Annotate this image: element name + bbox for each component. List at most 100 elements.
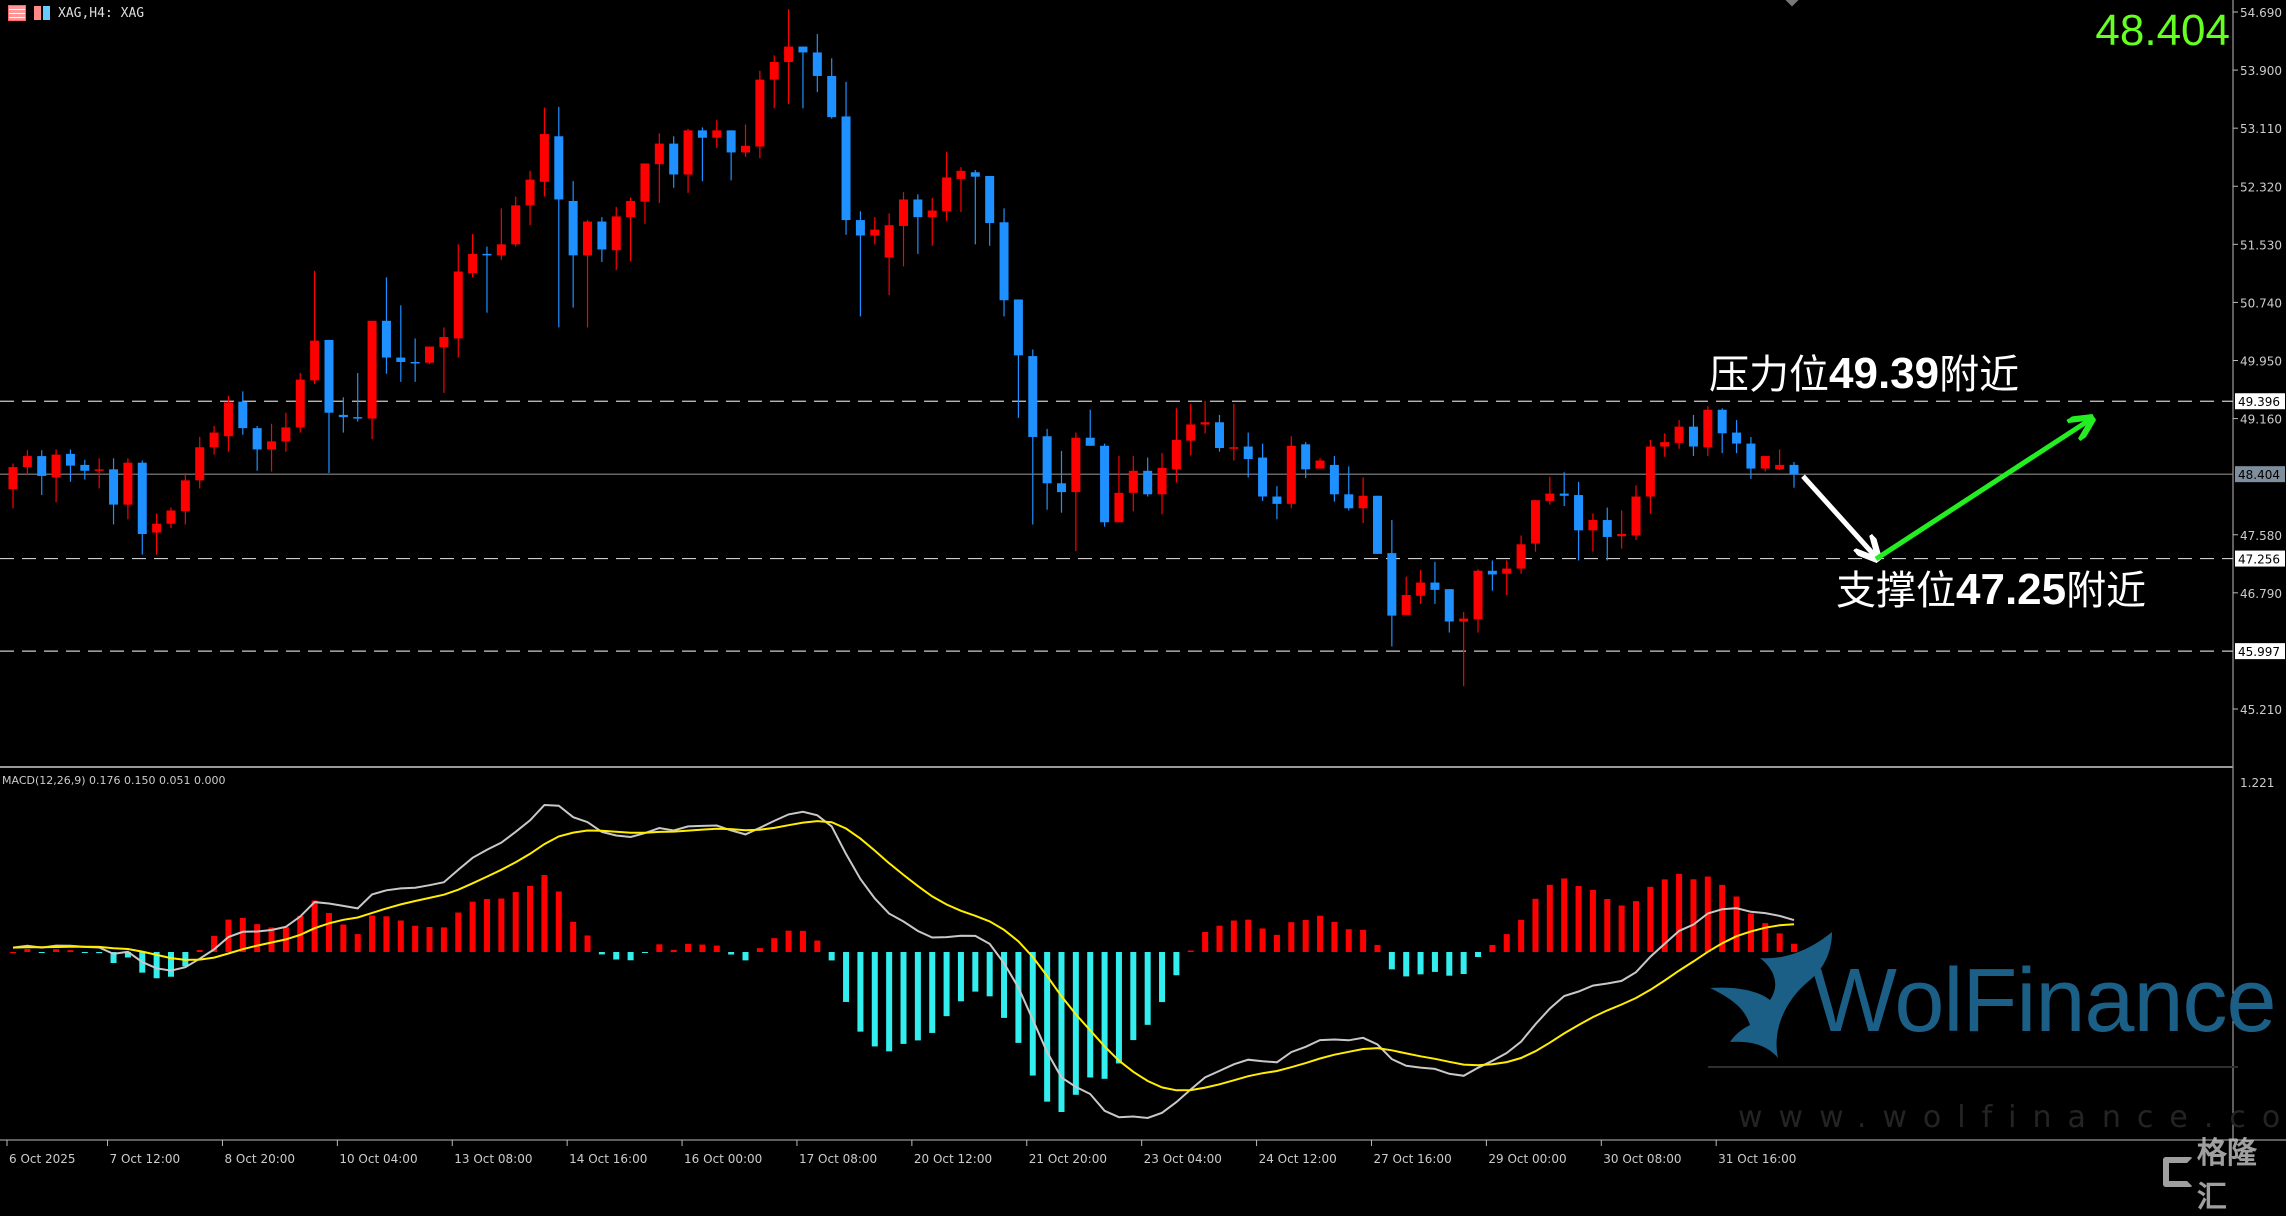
candle-body [1574,495,1584,531]
macd-histogram-bar [957,952,964,1002]
price-tick-label: 52.320 [2240,180,2282,194]
macd-histogram-bar [354,934,361,952]
candle-body [324,339,334,413]
candle [1487,560,1497,591]
macd-histogram-bar [383,916,390,952]
candle [970,170,980,245]
level-price-label: 45.997 [2238,645,2280,659]
macd-histogram-bar [1388,952,1395,970]
candle-body [1028,356,1038,437]
candle-body [482,253,492,256]
macd-histogram-bar [1245,919,1252,952]
time-tick-label: 29 Oct 00:00 [1488,1152,1566,1166]
candle [295,372,305,433]
macd-histogram-bar [1273,934,1280,952]
candle-body [1157,467,1167,495]
macd-histogram-bar [1503,934,1510,952]
macd-histogram-bar [10,952,16,953]
candle-body [511,205,521,245]
macd-histogram-bar [656,944,663,952]
candle [453,244,463,358]
market-watch-icon[interactable] [8,5,26,21]
candle [611,206,621,271]
candle-body [252,428,262,450]
candle-body [51,454,61,478]
macd-histogram-bar [1403,952,1410,977]
candle-body [913,199,923,218]
macd-histogram-bar [196,950,203,952]
time-tick-label: 7 Oct 12:00 [110,1152,181,1166]
candle [755,70,765,159]
macd-histogram-bar [311,900,318,952]
macd-histogram-bar [1690,879,1697,952]
candle [1143,457,1153,497]
macd-histogram-bar [1719,884,1726,952]
candle-body [683,130,693,175]
macd-histogram-bar [1518,919,1525,952]
level-price-box [2235,393,2285,410]
candle [1071,432,1081,551]
candle [985,175,995,246]
macd-histogram-bar [713,945,720,952]
macd-histogram-bar [1159,952,1166,1003]
macd-histogram-bar [1173,952,1180,976]
macd-histogram-bar [1015,952,1022,1043]
macd-histogram-bar [1676,873,1683,952]
support-prefix: 支撑位 [1836,568,1956,614]
macd-histogram-bar [1331,921,1338,952]
macd-histogram-bar [167,952,174,977]
candle-body [453,271,463,339]
chart-type-icon[interactable] [34,6,50,20]
candle-body [1344,494,1354,509]
candle-body [1128,470,1138,493]
macd-histogram-bar [1417,952,1424,975]
candle [1674,420,1684,449]
support-suffix: 附近 [2066,568,2147,614]
candle-body [1229,447,1239,449]
level-price-label: 48.404 [2238,468,2280,482]
price-tick-label: 49.950 [2240,355,2282,369]
candle [1660,433,1670,457]
candle [109,458,119,525]
macd-indicator-label[interactable]: MACD(12,26,9) 0.176 0.150 0.051 0.000 [2,774,226,787]
candle-body [1473,570,1483,620]
candle [1157,453,1167,515]
macd-histogram-bar [397,920,404,952]
candle [683,128,693,193]
candle [137,460,147,555]
macd-histogram-bar [426,926,433,952]
candle [1358,477,1368,523]
candle-body [1588,520,1598,531]
time-tick-label: 20 Oct 12:00 [914,1152,992,1166]
candle-body [654,143,664,165]
candle-body [626,200,636,218]
chart-title: XAG,H4: XAG [58,5,145,21]
macd-histogram-bar [225,919,232,952]
candle-body [726,130,736,153]
candles-group [8,9,1799,687]
candle [1631,485,1641,540]
macd-histogram [10,873,1797,1112]
candle [511,196,521,247]
candle-body [985,175,995,224]
candle-body [999,222,1009,301]
candle-body [152,523,162,533]
candle-body [468,253,478,274]
macd-histogram-bar [670,949,677,952]
candle-body [1272,496,1282,504]
candle-body [1013,299,1023,356]
candle [726,130,736,181]
candle-body [640,163,650,202]
support-value: 47.25 [1956,565,2067,614]
macd-histogram-bar [325,913,332,952]
price-chart[interactable]: 49.396 48.404 47.256 45.997 54.690 53.900 53.1… [0,0,2286,1170]
candle-body [1660,442,1670,447]
candle [37,450,47,496]
macd-histogram-bar [1460,952,1467,975]
candle-body [1056,483,1066,493]
candle-body [1487,570,1497,575]
macd-histogram-bar [1561,878,1568,952]
time-tick-label: 10 Oct 04:00 [339,1152,417,1166]
macd-histogram-bar [469,901,476,952]
macd-histogram-bar [340,924,347,952]
